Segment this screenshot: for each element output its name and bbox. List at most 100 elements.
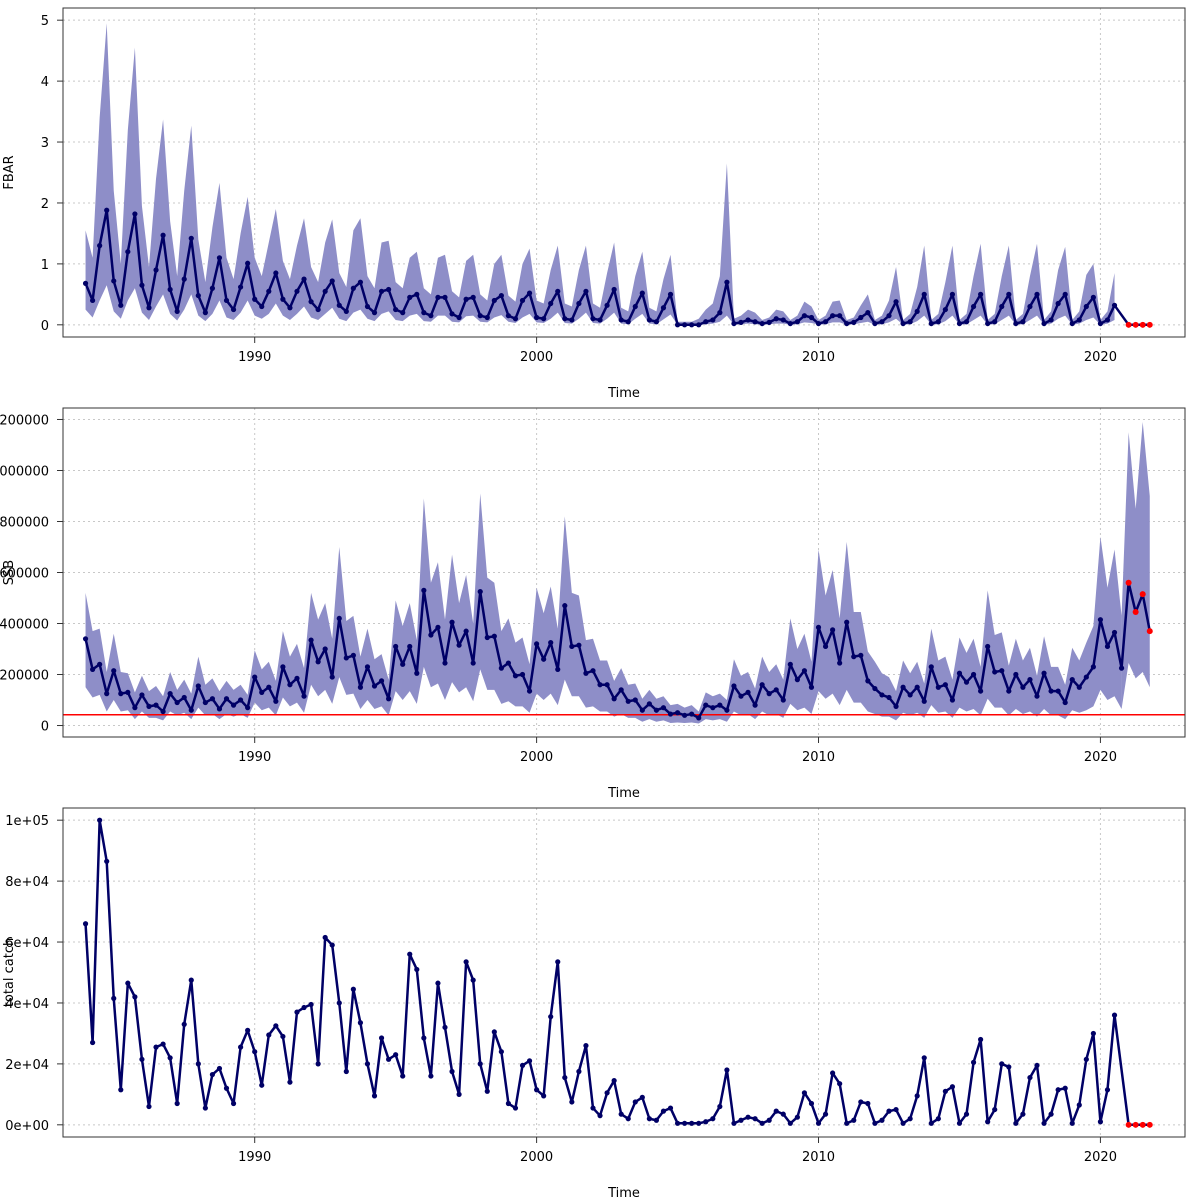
ssb-point (82, 636, 89, 642)
ssb-point (1090, 664, 1096, 670)
catch-point (759, 1120, 765, 1126)
catch-point (1055, 1087, 1061, 1093)
fbar-point (808, 314, 815, 321)
ssb-point (1069, 677, 1075, 683)
catch-y-tick-label: 1e+05 (5, 814, 49, 829)
ssb-point (949, 697, 956, 703)
ssb-point (1083, 674, 1089, 680)
catch-point (456, 1091, 462, 1097)
fbar-point (428, 313, 434, 319)
catch-point (371, 1093, 378, 1099)
ssb-point (999, 668, 1005, 674)
catch-point (942, 1088, 948, 1094)
catch-point (209, 1071, 216, 1078)
fbar-point (1104, 317, 1111, 323)
catch-point (125, 980, 131, 986)
catch-point (505, 1100, 512, 1107)
catch-point (202, 1105, 208, 1111)
catch-point (104, 858, 110, 864)
catch-point (865, 1100, 871, 1107)
catch-x-tick-label: 2020 (1084, 1150, 1117, 1165)
catch-point (893, 1106, 899, 1113)
catch-point (963, 1111, 970, 1117)
fbar-point (266, 288, 272, 294)
fbar-point (717, 310, 723, 316)
ssb-point (519, 671, 526, 678)
fbar-projection-point (1146, 321, 1153, 328)
ssb-point (449, 619, 455, 625)
catch-point (322, 934, 328, 941)
ssb-point (618, 687, 624, 693)
catch-point (160, 1041, 166, 1047)
ssb-point (526, 688, 533, 694)
catch-point (597, 1113, 603, 1119)
catch-point (435, 980, 441, 986)
ssb-point (484, 634, 490, 641)
catch-point (223, 1085, 230, 1091)
ssb-point (611, 696, 617, 702)
fbar-point (893, 299, 899, 305)
fbar-point (1027, 303, 1033, 310)
ssb-point (801, 668, 808, 674)
fbar-point (1083, 303, 1089, 310)
fbar-point (125, 249, 131, 255)
catch-x-tick-label: 1990 (238, 1150, 271, 1165)
fbar-y-tick-label: 2 (41, 197, 49, 212)
catch-point (118, 1087, 124, 1093)
fbar-point (202, 310, 208, 316)
fbar-point (1090, 294, 1096, 300)
catch-point (216, 1065, 223, 1072)
ssb-point (935, 684, 941, 690)
catch-point (386, 1056, 392, 1062)
fbar-point (498, 292, 504, 299)
ssb-point (963, 679, 970, 685)
catch-point (393, 1052, 399, 1058)
catch-point (97, 817, 103, 823)
fbar-point (1055, 300, 1061, 307)
catch-point (978, 1036, 984, 1043)
ssb-point (188, 707, 194, 713)
catch-point (442, 1024, 448, 1030)
ssb-point (921, 698, 927, 704)
catch-point (653, 1117, 660, 1123)
catch-point (555, 959, 561, 965)
ssb-point (223, 696, 230, 702)
fbar-point (738, 319, 744, 325)
catch-point (745, 1114, 751, 1120)
fbar-point (646, 317, 652, 323)
catch-point (421, 1035, 427, 1041)
fbar-point (1041, 320, 1047, 327)
catch-point (336, 1000, 342, 1006)
ssb-point (442, 660, 448, 666)
catch-point (900, 1120, 906, 1126)
catch-point (914, 1093, 920, 1099)
fbar-point (1062, 291, 1068, 297)
fbar-point (914, 308, 920, 315)
fbar-point (223, 297, 230, 304)
fbar-point (301, 276, 307, 282)
ssb-point (639, 707, 645, 713)
ssb-point (343, 655, 349, 661)
fbar-point (357, 279, 364, 285)
ssb-point (780, 697, 786, 703)
fbar-point (181, 276, 187, 282)
fbar-x-tick-label: 2010 (802, 350, 835, 365)
catch-projection-point (1139, 1121, 1146, 1128)
fbar-point (230, 306, 237, 313)
ssb-point (308, 637, 314, 643)
fbar-point (294, 288, 300, 294)
ssb-point (822, 643, 829, 650)
ssb-point (830, 627, 836, 633)
catch-point (1034, 1062, 1040, 1069)
fbar-point (907, 319, 913, 325)
fbar-point (576, 300, 582, 307)
ssb-point (1041, 670, 1047, 676)
catch-point (329, 942, 335, 948)
ssb-point (738, 693, 744, 699)
catch-point (1111, 1012, 1118, 1018)
ssb-point (245, 705, 251, 711)
catch-point (576, 1068, 582, 1075)
fbar-point (111, 278, 117, 284)
catch-frame (62, 807, 1186, 1138)
fbar-point (188, 235, 194, 241)
